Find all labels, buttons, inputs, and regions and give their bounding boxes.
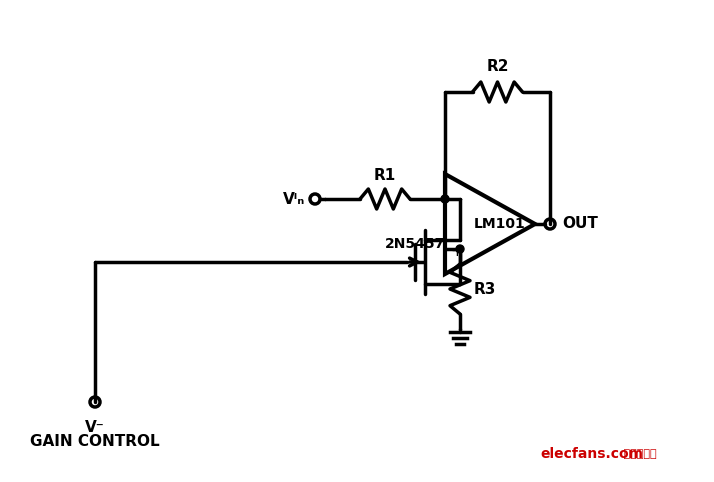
Circle shape (441, 195, 449, 203)
Text: $-$: $-$ (451, 189, 463, 204)
Text: 2N5457: 2N5457 (385, 237, 446, 251)
Text: R3: R3 (474, 281, 496, 296)
Text: OUT: OUT (562, 216, 598, 231)
Text: R2: R2 (486, 59, 509, 74)
Text: GAIN CONTROL: GAIN CONTROL (30, 434, 160, 449)
Text: R1: R1 (374, 168, 396, 183)
Circle shape (456, 245, 464, 253)
Text: 电子发烧友: 电子发烧友 (620, 449, 657, 459)
Text: LM101: LM101 (474, 217, 526, 231)
Text: $+$: $+$ (451, 243, 463, 258)
Text: V⁻: V⁻ (85, 420, 105, 435)
Text: elecfans.com: elecfans.com (540, 447, 643, 461)
Text: Vᴵₙ: Vᴵₙ (283, 191, 305, 206)
